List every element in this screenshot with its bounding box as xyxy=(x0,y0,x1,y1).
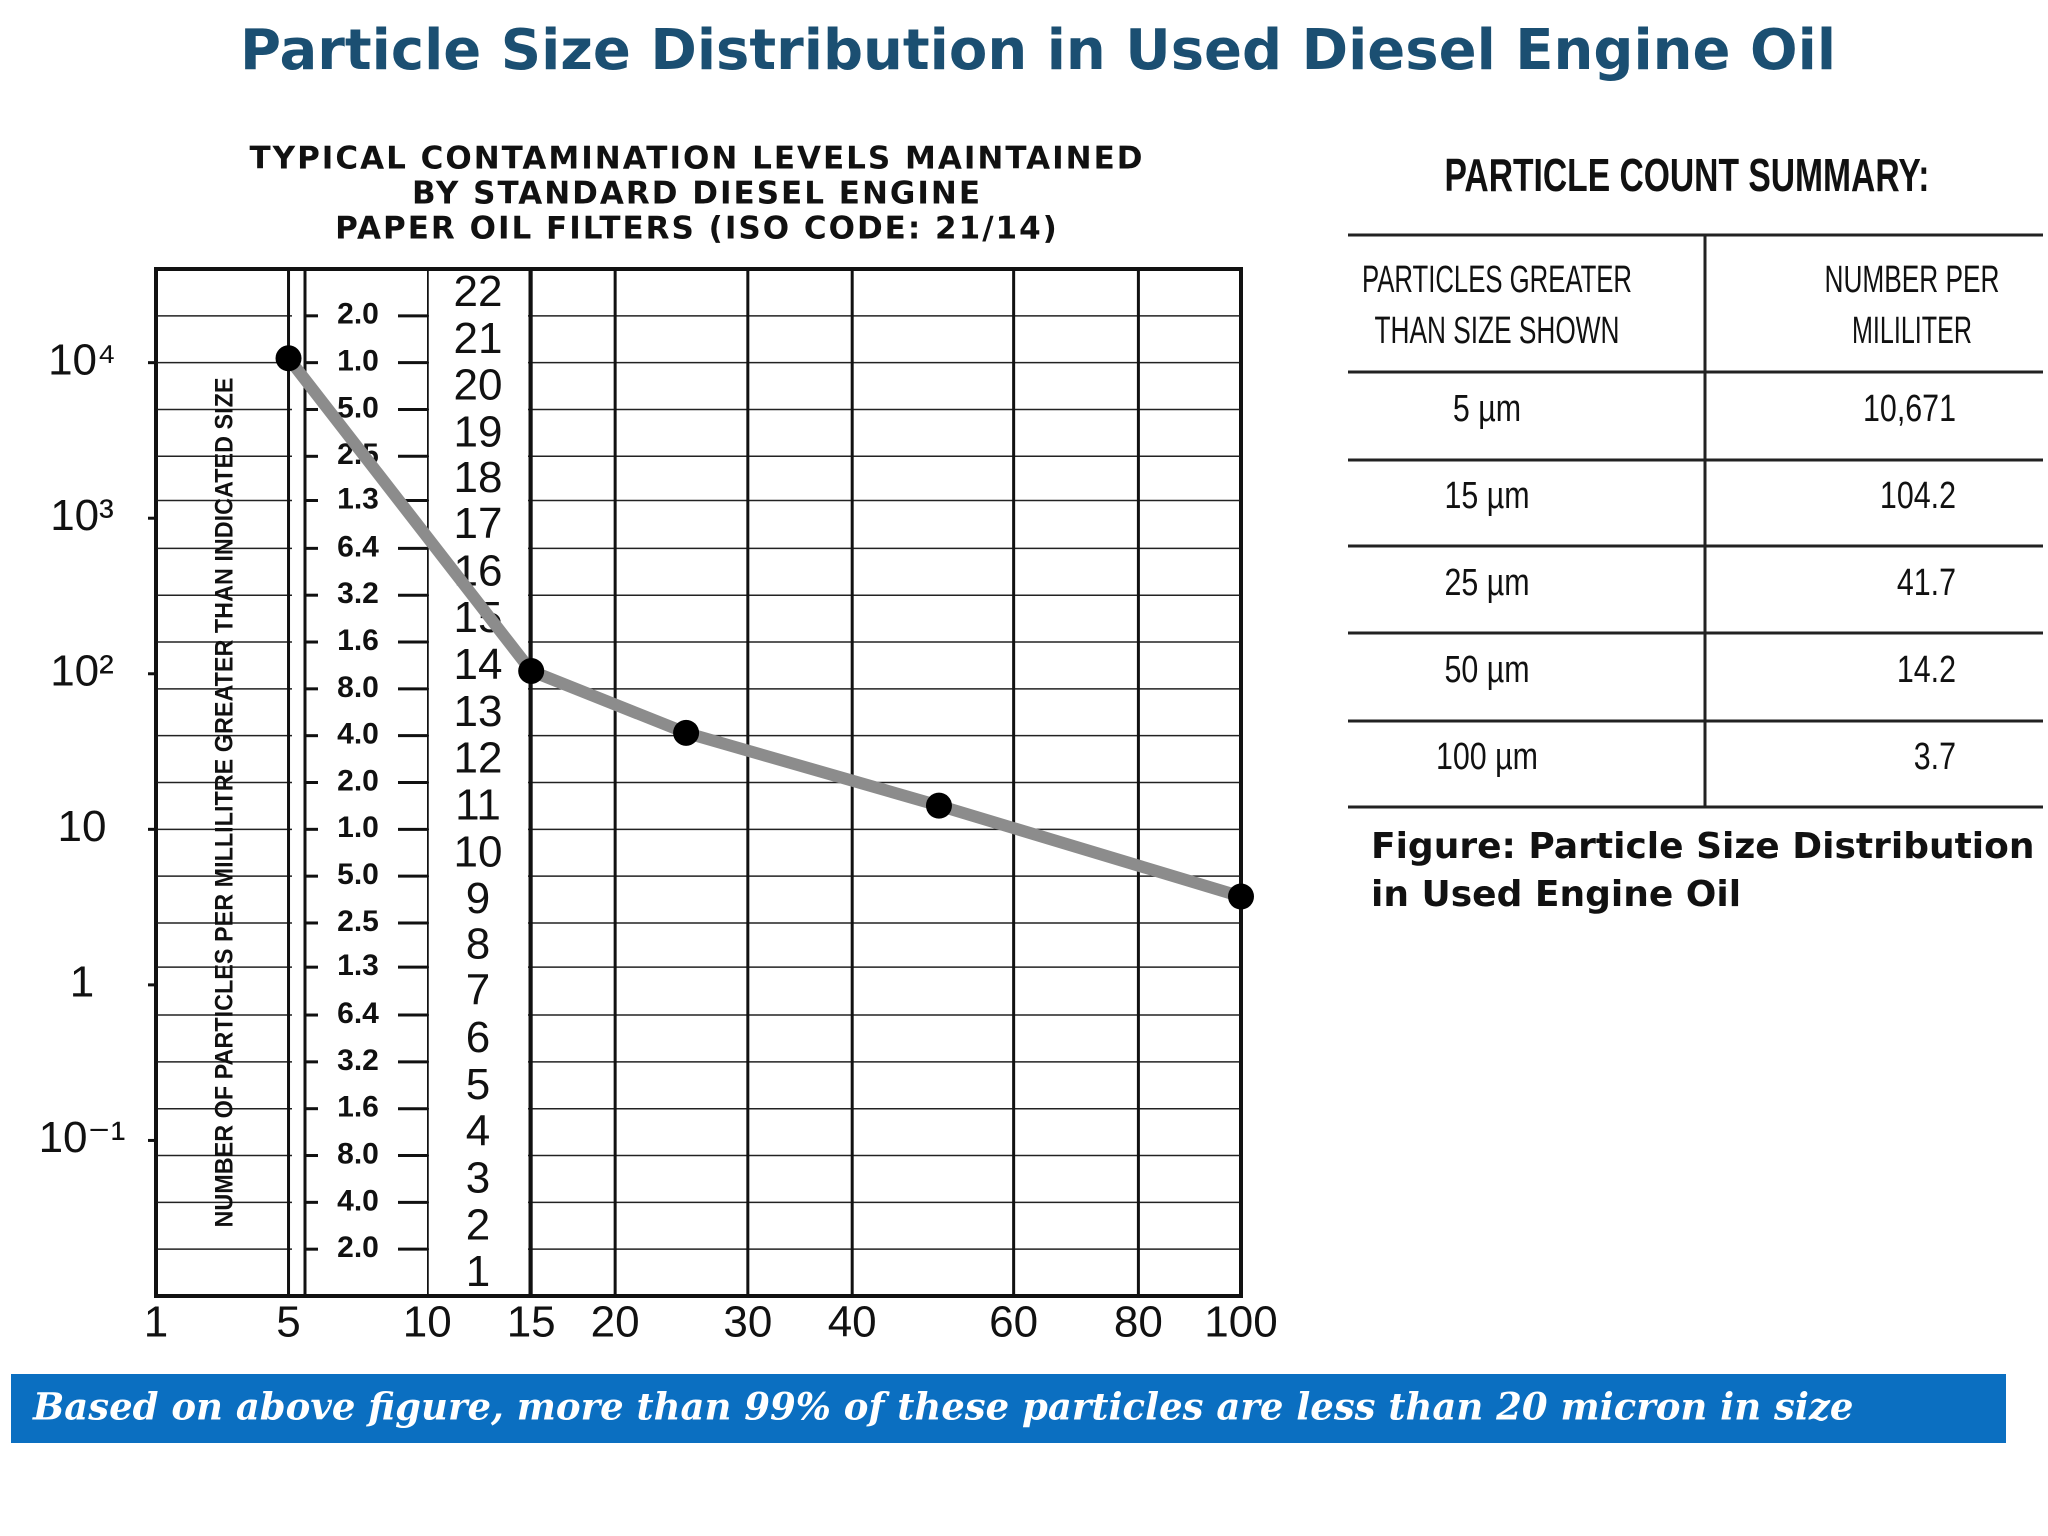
banner-text: Based on above figure, more than 99% of … xyxy=(32,1385,1853,1429)
figure-caption: in Used Engine Oil xyxy=(1371,874,1741,915)
iso-code: 18 xyxy=(454,453,503,502)
x-tick-label: 10 xyxy=(403,1298,452,1347)
code-bg xyxy=(429,271,528,1294)
table-cell: 41.7 xyxy=(1897,562,1956,604)
iso-code: 12 xyxy=(454,734,503,783)
iso-tick-label: 4.0 xyxy=(337,718,379,751)
table-lines xyxy=(1348,233,2043,809)
banner-box xyxy=(11,1374,2006,1443)
iso-code: 10 xyxy=(454,827,503,876)
table-cell: 10,671 xyxy=(1863,388,1956,430)
iso-tick-label: 8.0 xyxy=(337,671,379,704)
data-point xyxy=(1228,883,1254,910)
iso-code: 3 xyxy=(466,1154,490,1203)
figure-caption: Figure: Particle Size Distribution xyxy=(1371,826,2035,867)
table-header: MILILITER xyxy=(1852,310,1972,352)
x-tick-label: 5 xyxy=(276,1298,300,1347)
x-tick-label: 20 xyxy=(591,1298,640,1347)
iso-code: 9 xyxy=(466,874,490,923)
y-tick-label: 10⁻¹ xyxy=(39,1113,126,1162)
iso-tick-label: 4.0 xyxy=(337,1184,379,1217)
data-point xyxy=(275,345,302,372)
x-tick-label: 15 xyxy=(507,1298,556,1347)
iso-code: 19 xyxy=(454,408,503,457)
iso-code: 1 xyxy=(466,1247,490,1296)
iso-code: 8 xyxy=(466,920,490,969)
table-cell: 100 µm xyxy=(1436,736,1538,778)
iso-code: 21 xyxy=(454,314,503,363)
slide-title: Particle Size Distribution in Used Diese… xyxy=(240,18,1836,83)
data-point xyxy=(673,719,700,746)
table-cell: 15 µm xyxy=(1444,475,1529,517)
chart-title: TYPICAL CONTAMINATION LEVELS MAINTAINED xyxy=(249,141,1144,177)
iso-code: 14 xyxy=(454,640,503,689)
y-tick-label: 10³ xyxy=(50,491,114,540)
chart-title: PAPER OIL FILTERS (ISO CODE: 21/14) xyxy=(335,211,1059,247)
x-tick-label: 40 xyxy=(828,1298,877,1347)
iso-tick-label: 8.0 xyxy=(337,1137,379,1170)
iso-tick-label: 5.0 xyxy=(337,391,379,424)
x-tick-label: 80 xyxy=(1114,1298,1163,1347)
table-cell: 25 µm xyxy=(1444,562,1529,604)
iso-tick-label: 1.0 xyxy=(337,345,379,378)
y-tick-label: 1 xyxy=(70,958,94,1007)
iso-code: 7 xyxy=(466,966,490,1015)
y-tick-label: 10² xyxy=(50,646,114,695)
iso-tick-label: 1.6 xyxy=(337,1091,379,1124)
data-point xyxy=(518,657,545,684)
iso-tick-label: 5.0 xyxy=(337,858,379,891)
table-cell: 50 µm xyxy=(1444,649,1529,691)
iso-code: 20 xyxy=(454,361,503,410)
x-tick-label: 30 xyxy=(723,1298,772,1347)
table-cell: 3.7 xyxy=(1914,736,1956,778)
iso-code: 6 xyxy=(466,1013,490,1062)
y-axis-label: NUMBER OF PARTICLES PER MILLILITRE GREAT… xyxy=(211,378,239,1228)
x-tick-label: 60 xyxy=(989,1298,1038,1347)
x-tick-label: 1 xyxy=(144,1298,168,1347)
table-cell: 104.2 xyxy=(1880,475,1956,517)
iso-code: 11 xyxy=(455,781,501,830)
iso-code: 5 xyxy=(466,1060,490,1109)
iso-tick-label: 2.0 xyxy=(337,1231,379,1264)
iso-code: 13 xyxy=(454,687,503,736)
y-tick-label: 10⁴ xyxy=(48,335,116,384)
table-header: PARTICLES GREATER xyxy=(1362,259,1632,301)
iso-tick-label: 1.3 xyxy=(337,949,379,982)
iso-code: 4 xyxy=(466,1107,490,1156)
iso-tick-label: 2.0 xyxy=(337,764,379,797)
table-header: THAN SIZE SHOWN xyxy=(1375,310,1620,352)
chart-title: BY STANDARD DIESEL ENGINE xyxy=(412,176,982,212)
iso-code: 2 xyxy=(466,1200,490,1249)
table-title: PARTICLE COUNT SUMMARY: xyxy=(1445,149,1930,201)
iso-code: 17 xyxy=(454,499,503,548)
iso-tick-label: 1.6 xyxy=(337,624,379,657)
iso-tick-label: 2.0 xyxy=(337,298,379,331)
table-cell: 14.2 xyxy=(1897,649,1956,691)
iso-tick-label: 6.4 xyxy=(337,997,379,1030)
iso-tick-label: 6.4 xyxy=(337,530,379,563)
iso-tick-label: 1.3 xyxy=(337,482,379,515)
table-cell: 5 µm xyxy=(1453,388,1521,430)
table-header: NUMBER PER xyxy=(1825,259,2000,301)
x-tick-label: 100 xyxy=(1204,1298,1277,1347)
iso-tick-label: 3.2 xyxy=(337,577,379,610)
iso-tick-label: 2.5 xyxy=(337,905,379,938)
iso-code: 22 xyxy=(454,267,503,316)
iso-tick-label: 1.0 xyxy=(337,811,379,844)
iso-tick-label: 3.2 xyxy=(337,1044,379,1077)
y-tick-label: 10 xyxy=(58,802,107,851)
data-point xyxy=(925,792,952,819)
